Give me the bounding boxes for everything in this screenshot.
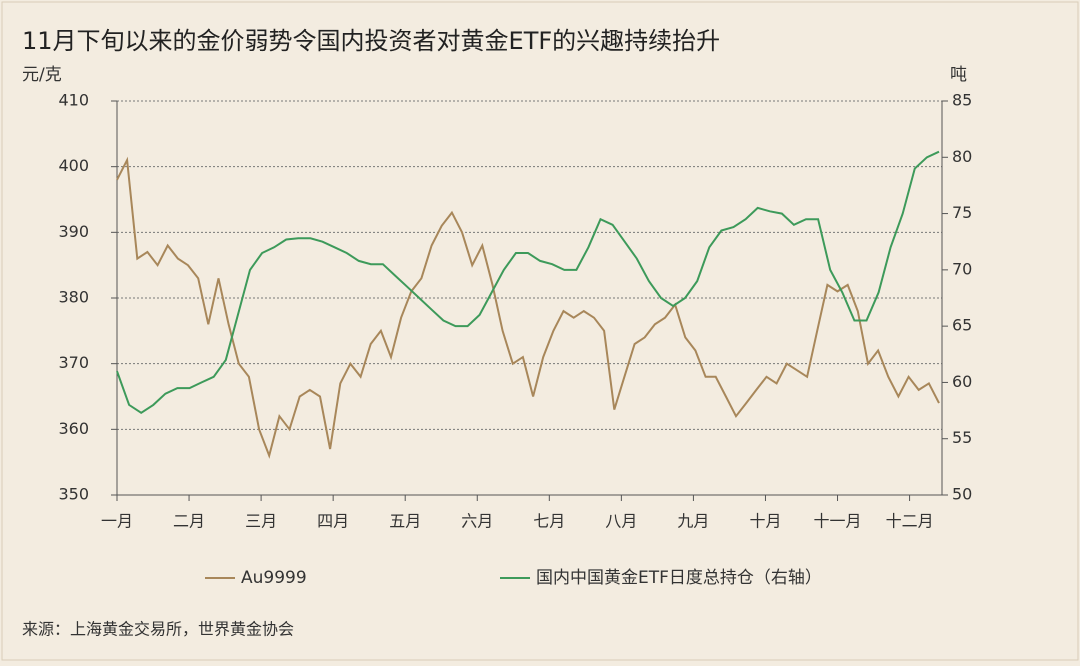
y2-tick-label: 50 (952, 485, 972, 504)
legend-label: Au9999 (241, 568, 307, 588)
chart-title: 11月下旬以来的金价弱势令国内投资者对黄金ETF的兴趣持续抬升 (22, 27, 720, 55)
series-line (116, 150, 940, 414)
y-tick-label: 390 (58, 222, 89, 241)
y-tick-label: 400 (58, 156, 89, 175)
x-tick-label: 八月 (605, 512, 637, 531)
source: 来源：上海黄金交易所，世界黄金协会 (22, 620, 294, 639)
x-tick-label: 十一月 (814, 512, 862, 531)
legend-label: 国内中国黄金ETF日度总持仓（右轴） (536, 568, 822, 588)
series-line (116, 156, 940, 459)
x-tick-label: 四月 (317, 512, 349, 531)
x-tick-label: 十二月 (886, 512, 934, 531)
y2-tick-label: 85 (952, 91, 972, 110)
x-tick-label: 十月 (749, 512, 781, 531)
y-tick-label: 350 (58, 485, 89, 504)
y2-tick-label: 75 (952, 203, 972, 222)
y-tick-label: 360 (58, 419, 89, 438)
y2-tick-label: 60 (952, 372, 972, 391)
x-tick-label: 九月 (677, 512, 709, 531)
x-tick-label: 六月 (461, 512, 493, 531)
y2-tick-label: 65 (952, 316, 972, 335)
x-tick-label: 七月 (533, 512, 565, 531)
y2-tick-label: 55 (952, 428, 972, 447)
y-axis-label: 元/克 (22, 65, 62, 85)
y-tick-label: 380 (58, 288, 89, 307)
x-tick-label: 二月 (173, 512, 205, 531)
y2-tick-label: 80 (952, 147, 972, 166)
y2-axis-label: 吨 (950, 65, 967, 85)
y2-tick-label: 70 (952, 259, 972, 278)
x-tick-label: 三月 (245, 512, 277, 531)
x-tick-label: 一月 (101, 512, 133, 531)
x-tick-label: 五月 (389, 512, 421, 531)
y-tick-label: 370 (58, 353, 89, 372)
y-tick-label: 410 (58, 91, 89, 110)
